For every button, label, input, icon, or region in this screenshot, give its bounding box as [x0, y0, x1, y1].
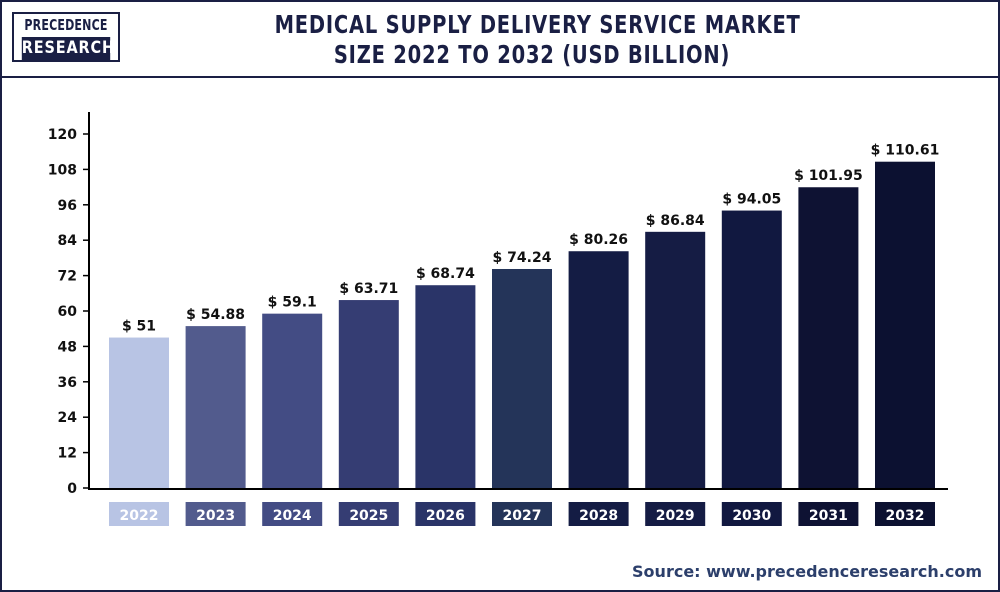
bar-2032 — [875, 161, 935, 488]
category-box-2030 — [721, 502, 782, 526]
x-tick-label-2025: 2025 — [349, 508, 388, 524]
x-tick-label-2023: 2023 — [196, 508, 235, 524]
x-tick-label-2032: 2032 — [886, 508, 925, 524]
header: PRECEDENCE RESEARCH MEDICAL SUPPLY DELIV… — [2, 2, 998, 78]
bar-2031 — [798, 187, 859, 488]
bar-2029 — [645, 231, 706, 488]
chart-title-line-2: SIZE 2022 TO 2032 (USD BILLION) — [333, 40, 731, 69]
bar-2030 — [721, 210, 782, 489]
data-label-2024: $ 59.1 — [268, 295, 317, 311]
data-label-2027: $ 74.24 — [493, 250, 552, 266]
precedence-research-logo: PRECEDENCE RESEARCH — [12, 12, 120, 62]
category-box-2022 — [109, 502, 169, 526]
x-tick-label-2028: 2028 — [579, 508, 618, 524]
y-tick-label-108: 108 — [48, 162, 77, 178]
category-box-2029 — [645, 502, 706, 526]
category-box-2024 — [262, 502, 323, 526]
bar-2028 — [568, 251, 629, 488]
logo-bottom-text: RESEARCH — [21, 37, 115, 60]
data-label-2022: $ 51 — [122, 319, 156, 335]
data-label-2030: $ 94.05 — [722, 192, 781, 208]
category-box-2027 — [492, 502, 552, 526]
x-tick-label-2024: 2024 — [273, 508, 312, 524]
y-tick-label-120: 120 — [48, 127, 77, 143]
logo-top-text: PRECEDENCE — [23, 14, 109, 37]
x-tick-label-2031: 2031 — [809, 508, 848, 524]
bar-2024 — [262, 313, 323, 488]
bar-2027 — [492, 268, 552, 488]
x-tick-label-2022: 2022 — [120, 508, 159, 524]
y-tick-label-12: 12 — [58, 446, 77, 462]
y-tick-label-0: 0 — [67, 481, 77, 497]
data-label-2029: $ 86.84 — [646, 213, 705, 229]
y-tick-label-72: 72 — [58, 269, 77, 285]
category-box-2025 — [338, 502, 399, 526]
y-tick-label-24: 24 — [58, 410, 78, 426]
bar-2025 — [338, 300, 399, 488]
bar-2026 — [415, 285, 476, 488]
bar-2023 — [185, 326, 246, 488]
bar-2022 — [109, 337, 169, 488]
data-label-2031: $ 101.95 — [794, 168, 863, 184]
x-tick-label-2029: 2029 — [656, 508, 695, 524]
category-box-2031 — [798, 502, 859, 526]
category-box-2032 — [875, 502, 935, 526]
y-tick-label-84: 84 — [58, 233, 78, 249]
source-credit: Source: www.precedenceresearch.com — [632, 562, 982, 581]
x-tick-label-2030: 2030 — [732, 508, 771, 524]
x-tick-label-2026: 2026 — [426, 508, 465, 524]
category-box-2028 — [568, 502, 629, 526]
y-tick-label-60: 60 — [58, 304, 78, 320]
data-label-2023: $ 54.88 — [186, 307, 245, 323]
y-tick-label-36: 36 — [58, 375, 77, 391]
y-tick-label-48: 48 — [58, 339, 77, 355]
category-box-2023 — [185, 502, 246, 526]
category-box-2026 — [415, 502, 476, 526]
x-tick-label-2027: 2027 — [503, 508, 542, 524]
chart-title: MEDICAL SUPPLY DELIVERY SERVICE MARKET S… — [202, 10, 862, 70]
data-label-2032: $ 110.61 — [871, 143, 940, 159]
chart-title-line-1: MEDICAL SUPPLY DELIVERY SERVICE MARKET — [274, 10, 801, 39]
y-tick-label-96: 96 — [58, 198, 77, 214]
data-label-2025: $ 63.71 — [339, 281, 398, 297]
data-label-2026: $ 68.74 — [416, 266, 475, 282]
data-label-2028: $ 80.26 — [569, 232, 628, 248]
